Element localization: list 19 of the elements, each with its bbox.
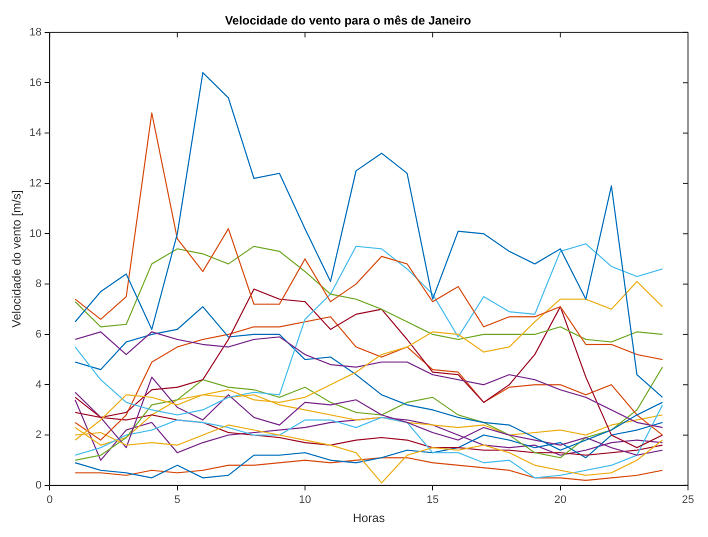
x-tick-label: 10 [298, 494, 312, 506]
y-tick-label: 8 [36, 278, 42, 290]
y-tick-label: 14 [29, 127, 42, 140]
x-tick-label: 25 [682, 494, 694, 506]
y-tick-label: 0 [36, 479, 42, 492]
y-tick-label: 10 [29, 228, 42, 240]
chart-title: Velocidade do vento para o mês de Janeiro [224, 14, 472, 28]
y-axis-title: Velocidade do vento [m/s] [10, 190, 24, 328]
y-tick-label: 18 [29, 26, 42, 38]
y-tick-label: 16 [29, 76, 42, 89]
y-tick-label: 4 [36, 378, 42, 391]
y-tick-label: 6 [36, 328, 42, 340]
x-tick-label: 20 [554, 494, 566, 506]
x-tick-label: 15 [426, 494, 439, 506]
x-axis-title: Horas [352, 511, 385, 526]
x-tick-label: 0 [46, 494, 53, 506]
x-tick-label: 5 [174, 494, 180, 506]
y-tick-label: 12 [29, 177, 42, 190]
y-tick-label: 2 [36, 429, 42, 442]
